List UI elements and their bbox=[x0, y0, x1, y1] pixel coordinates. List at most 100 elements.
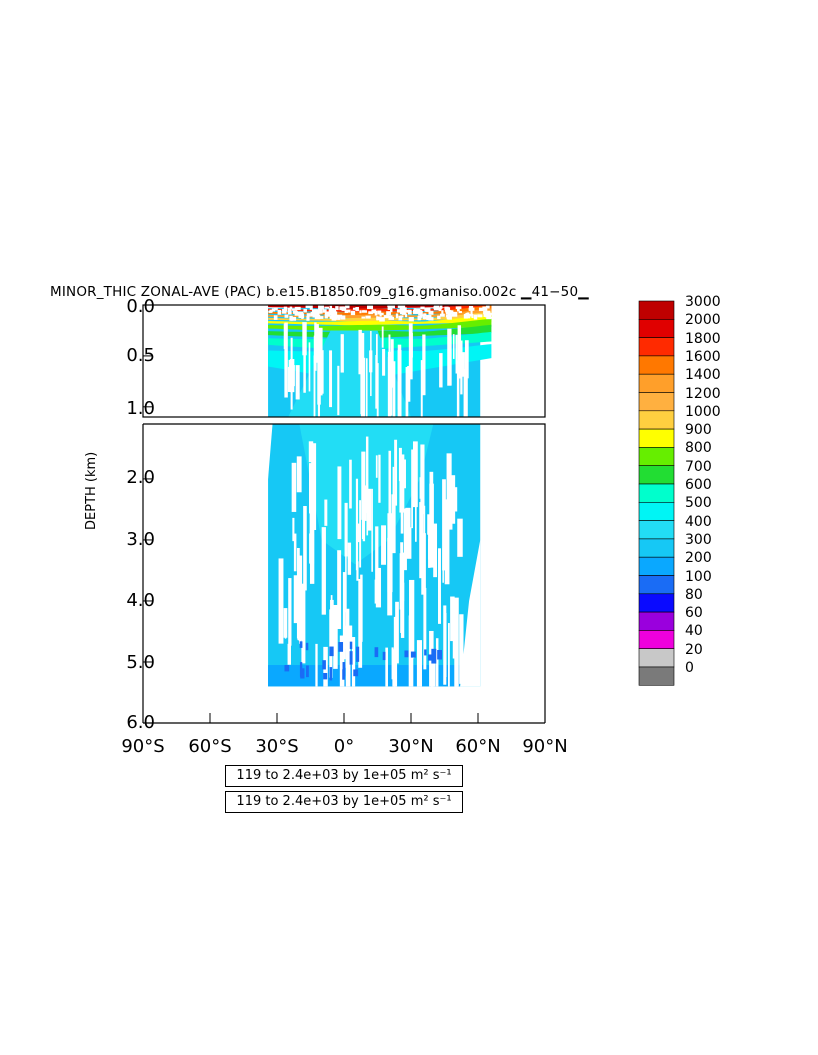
field-gap bbox=[416, 640, 422, 687]
field-gap bbox=[483, 310, 487, 315]
field-gap bbox=[454, 597, 459, 687]
field-gap bbox=[461, 352, 465, 377]
x-tick-label: 90°N bbox=[522, 736, 568, 757]
field-gap bbox=[397, 305, 404, 308]
field-patch bbox=[437, 649, 443, 660]
field-gap bbox=[392, 361, 396, 417]
field-upper-band bbox=[268, 305, 492, 316]
field-gap bbox=[409, 332, 413, 358]
field-gap bbox=[457, 325, 462, 379]
field-gap bbox=[288, 578, 292, 646]
field-gap bbox=[376, 334, 378, 392]
field-gap bbox=[400, 582, 405, 638]
colorbar-level-label: 800 bbox=[685, 440, 712, 457]
contour-info-box: 119 to 2.4e+03 by 1e+05 m² s⁻¹ bbox=[225, 765, 463, 787]
field-gap bbox=[428, 531, 431, 568]
field-gap bbox=[485, 305, 490, 309]
field-gap bbox=[439, 353, 443, 388]
field-gap bbox=[358, 329, 362, 375]
colorbar-level-label: 3000 bbox=[685, 294, 721, 310]
field-gap bbox=[443, 605, 447, 685]
field-gap bbox=[306, 313, 311, 317]
colorbar-swatch bbox=[638, 392, 675, 412]
field-gap bbox=[315, 643, 318, 687]
field-gap bbox=[379, 317, 385, 322]
colorbar-level-label: 40 bbox=[685, 623, 703, 640]
field-gap bbox=[411, 449, 413, 529]
field-gap bbox=[328, 308, 335, 313]
colorbar-level-label: 100 bbox=[685, 568, 712, 585]
field-gap bbox=[403, 508, 407, 571]
colorbar-swatch bbox=[638, 556, 675, 576]
field-gap bbox=[445, 310, 452, 315]
colorbar-swatch bbox=[638, 666, 675, 686]
colorbar-swatch bbox=[638, 501, 675, 521]
field-gap bbox=[401, 310, 405, 314]
field-gap bbox=[387, 305, 392, 311]
field-gap bbox=[375, 455, 378, 478]
field-gap bbox=[429, 483, 434, 568]
x-tick-label: 30°S bbox=[255, 736, 299, 757]
field-gap bbox=[342, 572, 346, 660]
field-gap bbox=[371, 488, 373, 572]
field-gap bbox=[350, 310, 356, 316]
field-gap bbox=[473, 314, 478, 320]
field-patch bbox=[356, 646, 360, 662]
field-gap bbox=[408, 316, 414, 322]
field-upper-band bbox=[268, 324, 492, 339]
field-gap bbox=[417, 316, 422, 320]
colorbar-swatch bbox=[638, 520, 675, 540]
x-tick-label: 30°N bbox=[388, 736, 434, 757]
field-gap bbox=[427, 514, 431, 535]
colorbar-level-label: 1200 bbox=[685, 385, 721, 402]
field-gap bbox=[355, 306, 359, 312]
field-gap bbox=[345, 305, 350, 309]
field-gap bbox=[339, 635, 345, 687]
field-gap bbox=[301, 589, 306, 664]
field-gap bbox=[422, 315, 426, 320]
field-gap bbox=[344, 309, 349, 314]
field-gap bbox=[370, 330, 372, 397]
y-tick-label: 1.0 bbox=[126, 398, 155, 419]
field-gap bbox=[428, 310, 434, 315]
field-gap bbox=[387, 351, 393, 416]
contour-info-box: 119 to 2.4e+03 by 1e+05 m² s⁻¹ bbox=[225, 791, 463, 813]
colorbar-swatch bbox=[638, 410, 675, 430]
field-gap bbox=[273, 307, 278, 311]
field-gap bbox=[388, 316, 394, 320]
field-gap bbox=[424, 316, 430, 320]
field-gap bbox=[284, 609, 287, 639]
field-gap bbox=[360, 333, 365, 415]
field-gap bbox=[415, 499, 417, 542]
field-gap bbox=[340, 334, 344, 373]
field-patch bbox=[299, 662, 303, 677]
y-tick-label: 5.0 bbox=[126, 652, 155, 673]
field-gap bbox=[336, 314, 343, 318]
field-gap bbox=[314, 322, 317, 371]
field-patch bbox=[353, 669, 359, 677]
field-patch bbox=[410, 651, 416, 658]
field-gap bbox=[477, 314, 483, 318]
field-gap bbox=[391, 494, 396, 554]
field-gap bbox=[386, 311, 391, 316]
field-patch bbox=[374, 647, 379, 658]
field-gap bbox=[294, 311, 301, 316]
field-gap bbox=[361, 451, 366, 520]
field-gap bbox=[333, 310, 336, 316]
field-gap bbox=[367, 305, 373, 309]
field-gap bbox=[398, 315, 403, 321]
colorbar-swatch bbox=[638, 465, 675, 485]
field-gap bbox=[283, 306, 288, 312]
field-gap bbox=[455, 306, 462, 310]
field-gap bbox=[351, 637, 356, 687]
field-gap bbox=[349, 459, 352, 509]
field-gap bbox=[365, 493, 369, 514]
field-gap bbox=[385, 647, 388, 687]
field-patch bbox=[349, 641, 353, 649]
colorbar-level-label: 900 bbox=[685, 422, 712, 439]
x-tick-label: 0° bbox=[333, 736, 355, 757]
field-gap bbox=[399, 454, 405, 513]
field-gap bbox=[358, 578, 363, 668]
field-gap bbox=[344, 502, 348, 557]
y-tick-label: 0.0 bbox=[126, 296, 155, 317]
